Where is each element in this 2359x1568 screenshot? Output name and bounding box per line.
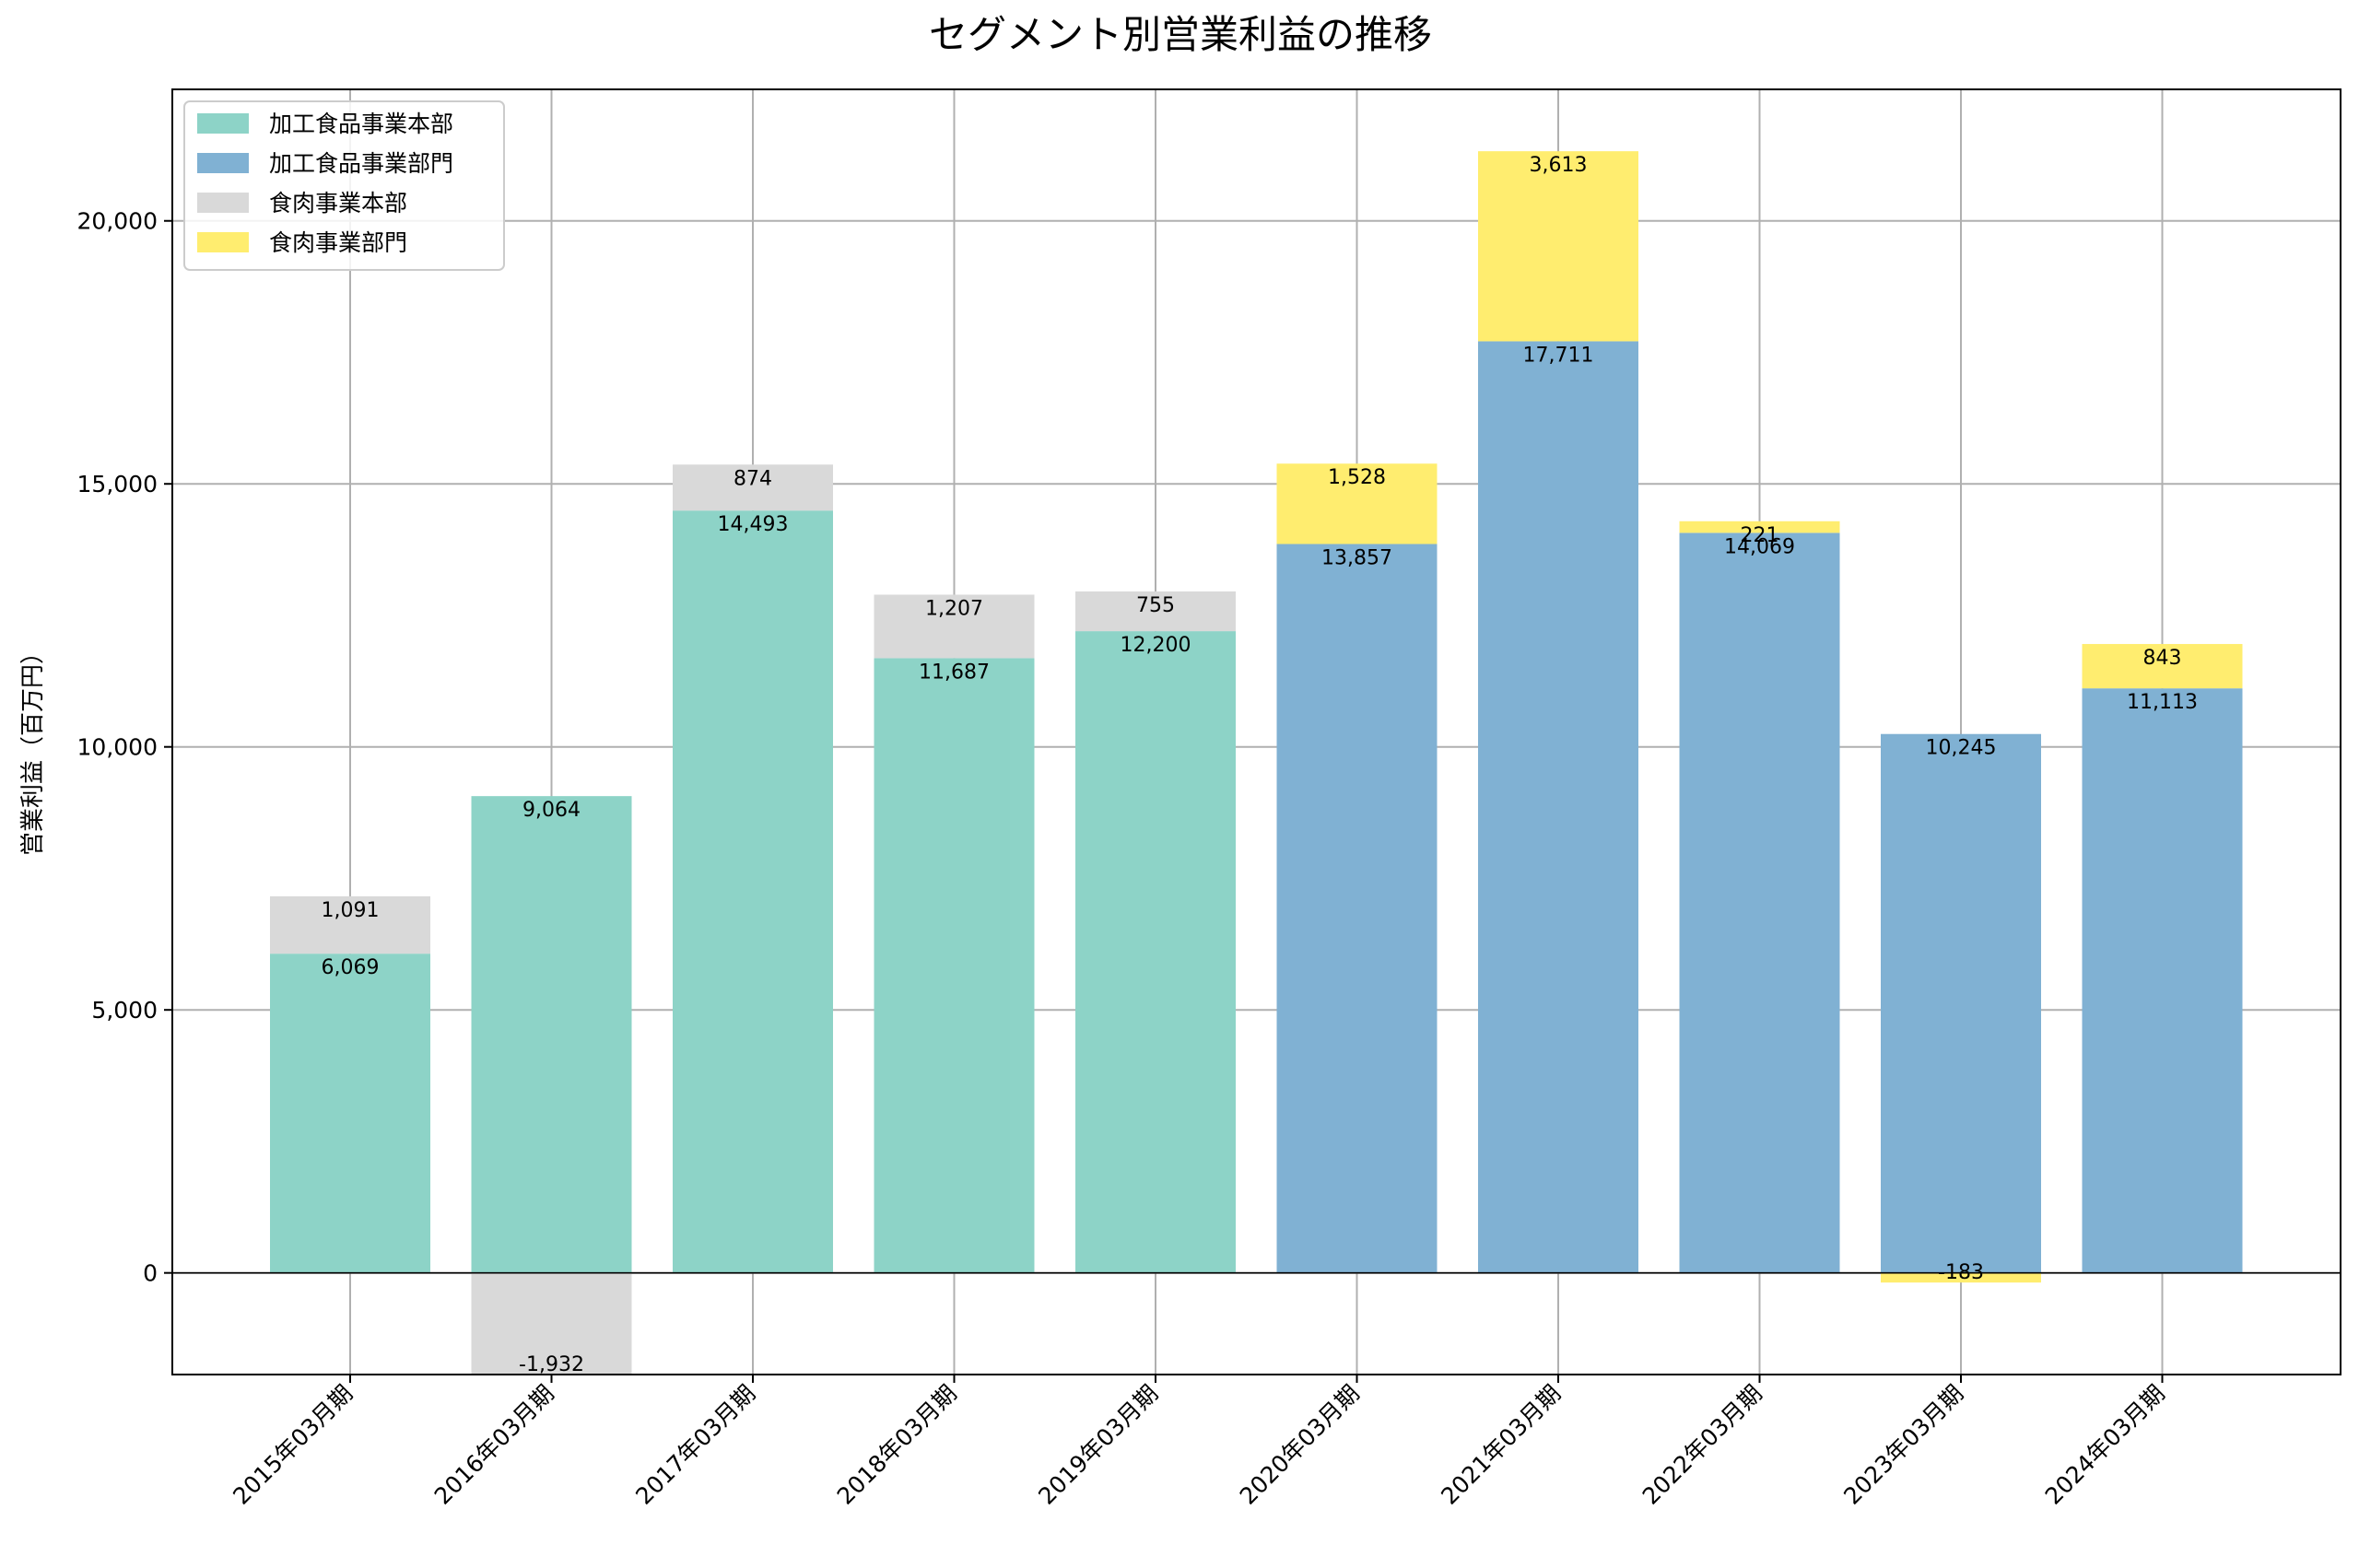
legend-label-1: 加工食品事業部門 <box>269 150 453 177</box>
data-label-s3-7: 221 <box>1741 524 1779 547</box>
legend-swatch-1 <box>197 153 249 173</box>
bar-s3-8 <box>1881 1272 2041 1283</box>
bar-s2-0 <box>270 895 430 954</box>
y-tick-label-4: 20,000 <box>77 208 158 235</box>
bar-s1-9 <box>2082 688 2243 1273</box>
data-label-s0-4: 12,200 <box>1121 634 1191 657</box>
data-label-s2-4: 755 <box>1136 594 1175 617</box>
bar-s1-5 <box>1276 544 1438 1273</box>
data-label-s1-8: 10,245 <box>1926 737 1997 760</box>
data-label-s2-0: 1,091 <box>322 899 380 922</box>
data-label-s3-8: -183 <box>1938 1261 1984 1284</box>
bar-s2-2 <box>673 464 833 511</box>
chart-title: セグメント別営業利益の推移 <box>929 12 1432 57</box>
data-label-s1-6: 17,711 <box>1523 344 1594 367</box>
data-label-s0-0: 6,069 <box>322 956 380 979</box>
bars <box>270 151 2243 1375</box>
data-label-s0-2: 14,493 <box>718 513 789 536</box>
bar-s0-4 <box>1075 631 1236 1273</box>
x-tick-label-9: 2024年03月期 <box>2040 1380 2170 1510</box>
data-label-s3-5: 1,528 <box>1328 466 1386 489</box>
x-tick-label-5: 2020年03月期 <box>1235 1380 1365 1510</box>
y-tick-label-2: 10,000 <box>77 734 158 761</box>
bar-s2-1 <box>471 1272 632 1375</box>
data-label-s0-3: 11,687 <box>919 661 990 684</box>
data-label-s3-9: 843 <box>2143 647 2182 670</box>
legend-swatch-3 <box>197 232 249 252</box>
x-tick-label-8: 2023年03月期 <box>1838 1380 1968 1510</box>
bar-s2-4 <box>1075 591 1236 632</box>
x-tick-label-3: 2018年03月期 <box>832 1380 962 1510</box>
data-label-s2-3: 1,207 <box>925 597 983 620</box>
bar-s1-8 <box>1881 733 2041 1273</box>
data-labels: 6,069 9,064 14,493 11,687 12,200 13,857 17,711… <box>322 154 2198 1376</box>
data-label-s2-2: 874 <box>734 467 772 490</box>
bar-s0-1 <box>471 796 632 1273</box>
legend-swatch-0 <box>197 113 249 134</box>
y-axis: 0 5,000 10,000 15,000 20,000 <box>77 208 172 1287</box>
bar-s0-0 <box>270 954 430 1273</box>
x-tick-label-6: 2021年03月期 <box>1436 1380 1566 1510</box>
legend-box <box>183 100 505 271</box>
data-label-s1-9: 11,113 <box>2127 691 2198 714</box>
bar-s1-7 <box>1679 532 1840 1273</box>
bar-s3-5 <box>1276 463 1438 544</box>
y-tick-label-0: 0 <box>143 1260 158 1287</box>
data-label-s3-6: 3,613 <box>1530 154 1588 177</box>
x-tick-label-1: 2016年03月期 <box>429 1380 559 1510</box>
x-tick-label-7: 2022年03月期 <box>1637 1380 1767 1510</box>
bar-s2-3 <box>874 594 1035 659</box>
plot-frame <box>171 88 2341 1375</box>
bar-s3-9 <box>2082 644 2243 689</box>
data-label-s1-7: 14,069 <box>1724 535 1795 558</box>
x-tick-label-0: 2015年03月期 <box>228 1380 358 1510</box>
legend-label-2: 食肉事業本部 <box>269 190 407 216</box>
y-tick-label-3: 15,000 <box>77 471 158 497</box>
bar-s3-7 <box>1679 521 1840 533</box>
data-label-s2-1: -1,932 <box>519 1353 584 1376</box>
x-axis: 2015年03月期 2016年03月期 2017年03月期 2018年03月期 2019… <box>228 1375 2170 1510</box>
y-axis-label: 営業利益（百万円） <box>19 640 47 856</box>
legend-label-3: 食肉事業部門 <box>269 229 407 256</box>
x-tick-label-2: 2017年03月期 <box>630 1380 760 1510</box>
y-tick-label-1: 5,000 <box>91 997 158 1024</box>
bar-s1-6 <box>1478 341 1638 1273</box>
bar-s0-2 <box>673 510 833 1273</box>
bar-s3-6 <box>1478 151 1638 342</box>
bar-s0-3 <box>874 658 1035 1273</box>
data-label-s0-1: 9,064 <box>522 799 581 822</box>
x-tick-label-4: 2019年03月期 <box>1033 1380 1163 1510</box>
data-label-s1-5: 13,857 <box>1321 546 1392 569</box>
legend-swatch-2 <box>197 193 249 213</box>
legend-label-0: 加工食品事業本部 <box>269 111 453 137</box>
